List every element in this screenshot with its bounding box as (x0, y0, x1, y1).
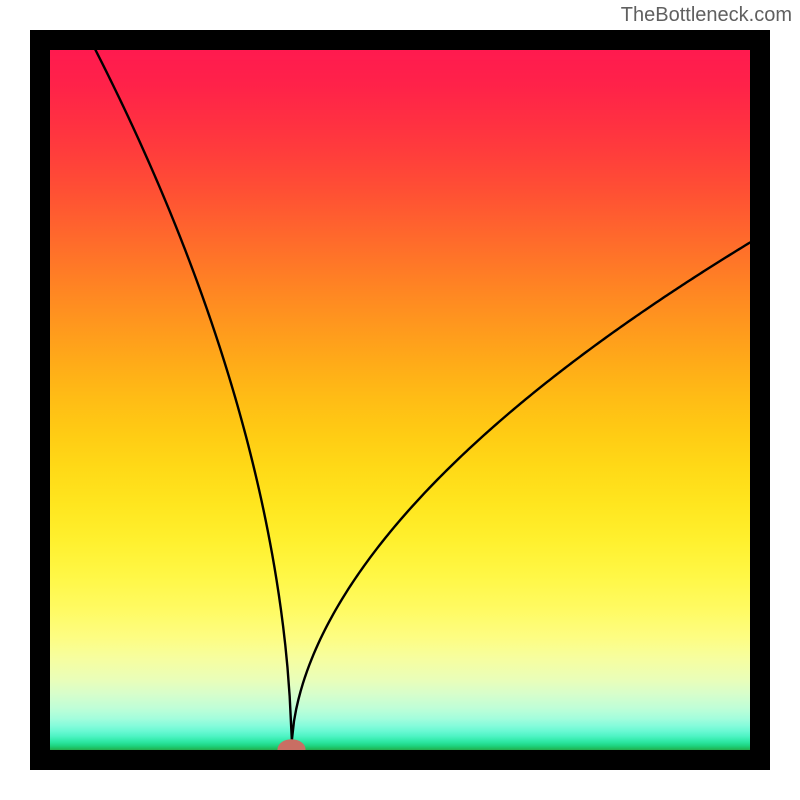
plot-area (50, 50, 750, 750)
gradient-background (50, 50, 750, 750)
chart-svg (50, 50, 750, 750)
watermark-label: TheBottleneck.com (621, 0, 800, 27)
chart-container: TheBottleneck.com (0, 0, 800, 800)
chart-frame (30, 30, 770, 770)
